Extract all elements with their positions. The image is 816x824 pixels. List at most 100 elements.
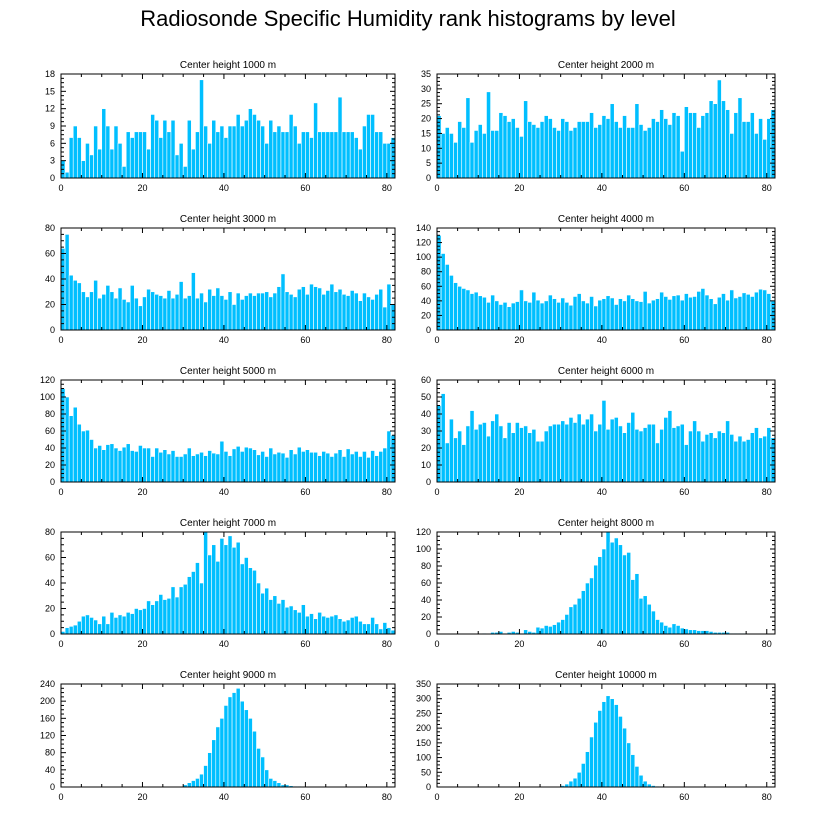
y-tick-label: 160 <box>40 713 55 723</box>
histogram-bar <box>486 91 491 179</box>
histogram-bar <box>609 541 615 635</box>
histogram-bar <box>227 125 233 179</box>
histogram-bar <box>301 286 306 331</box>
histogram-bar <box>358 620 363 635</box>
histogram-bar <box>219 125 225 179</box>
histogram-bar <box>134 131 139 179</box>
histogram-bar <box>580 121 586 179</box>
histogram-bar <box>547 294 553 331</box>
histogram-bar <box>618 425 623 483</box>
histogram-bar <box>630 127 636 179</box>
histogram-bar <box>280 131 286 179</box>
y-tick-label: 250 <box>416 708 431 718</box>
histogram-bar <box>642 780 648 788</box>
histogram-bar <box>272 780 278 788</box>
histogram-bar <box>268 447 274 483</box>
histogram-bar <box>235 541 241 635</box>
histogram-bar <box>113 125 119 179</box>
panel-title: Center height 1000 m <box>180 60 276 71</box>
histogram-bar <box>138 131 143 179</box>
histogram-bar <box>519 289 524 331</box>
histogram-bar <box>243 557 249 635</box>
histogram-bar <box>64 396 70 483</box>
y-tick-label: 18 <box>45 69 55 79</box>
histogram-bar <box>353 451 359 483</box>
histogram-bar <box>659 621 665 635</box>
histogram-bar <box>655 121 660 179</box>
histogram-bar <box>170 450 176 483</box>
histogram-bar <box>366 114 371 179</box>
histogram-bar <box>580 423 586 483</box>
x-tick-label: 60 <box>679 335 689 345</box>
x-tick-label: 20 <box>514 792 524 802</box>
histogram-bar <box>309 613 314 635</box>
y-tick-label: 5 <box>426 158 431 168</box>
histogram-bar <box>684 293 689 331</box>
y-tick-label: 80 <box>45 223 55 233</box>
histogram-bar <box>252 295 257 331</box>
histogram-bar <box>129 450 135 483</box>
histogram-bar <box>754 133 759 179</box>
histogram-bar <box>663 296 669 331</box>
histogram-bar <box>288 293 294 331</box>
y-tick-label: 120 <box>40 375 55 385</box>
histogram-bar <box>543 430 549 483</box>
histogram-bar <box>280 452 286 483</box>
histogram-bar <box>337 96 343 179</box>
histogram-bar <box>349 290 355 331</box>
histogram-bar <box>453 142 458 179</box>
histogram-bar <box>729 434 735 483</box>
histogram-bar <box>589 736 594 788</box>
y-tick-label: 80 <box>45 409 55 419</box>
histogram-bar <box>667 410 673 483</box>
histogram-bar <box>203 455 208 483</box>
histogram-bar <box>572 422 578 483</box>
histogram-bar <box>178 281 184 331</box>
histogram-bar <box>215 131 221 179</box>
x-tick-label: 20 <box>514 183 524 193</box>
histogram-bar <box>174 154 180 179</box>
histogram-bar <box>552 423 557 483</box>
histogram-bar <box>696 630 702 635</box>
x-tick-label: 60 <box>679 183 689 193</box>
histogram-bar <box>317 455 322 483</box>
histogram-bar <box>162 119 168 179</box>
histogram-bar <box>515 127 520 179</box>
histogram-bar <box>585 582 590 635</box>
histogram-bar <box>741 121 747 179</box>
histogram-bar <box>337 618 343 635</box>
histogram-bar <box>378 288 384 331</box>
histogram-bar <box>609 698 615 788</box>
histogram-bar <box>622 432 627 483</box>
histogram-bar <box>76 620 82 635</box>
histogram-bar <box>260 756 265 788</box>
x-tick-label: 80 <box>762 487 772 497</box>
x-tick-label: 40 <box>219 183 229 193</box>
y-tick-label: 0 <box>50 173 55 183</box>
histogram-bar <box>576 771 582 788</box>
histogram-bar <box>182 453 188 483</box>
histogram-bar <box>195 562 200 635</box>
histogram-bar <box>700 115 706 179</box>
histogram-bar <box>754 291 759 331</box>
histogram-bar <box>568 304 574 331</box>
y-tick-label: 140 <box>416 223 431 233</box>
panel-title: Center height 5000 m <box>180 366 276 377</box>
histogram-bar <box>138 445 143 483</box>
histogram-bar <box>482 422 487 483</box>
x-tick-label: 0 <box>58 639 63 649</box>
x-tick-label: 40 <box>597 335 607 345</box>
histogram-bar <box>729 133 735 179</box>
x-tick-label: 80 <box>382 792 392 802</box>
histogram-bar <box>309 451 314 483</box>
histogram-bar <box>613 537 619 635</box>
x-tick-label: 80 <box>762 792 772 802</box>
x-tick-label: 80 <box>762 335 772 345</box>
histogram-bar <box>552 298 557 331</box>
panel-1: Center height 1000 m 0 20 40 60 80 0 3 6 9 12 15 18 <box>45 60 396 193</box>
histogram-bar <box>215 561 221 635</box>
histogram-bar <box>170 119 176 179</box>
y-tick-label: 10 <box>421 460 431 470</box>
y-tick-label: 12 <box>45 104 55 114</box>
histogram-bar <box>150 604 155 635</box>
